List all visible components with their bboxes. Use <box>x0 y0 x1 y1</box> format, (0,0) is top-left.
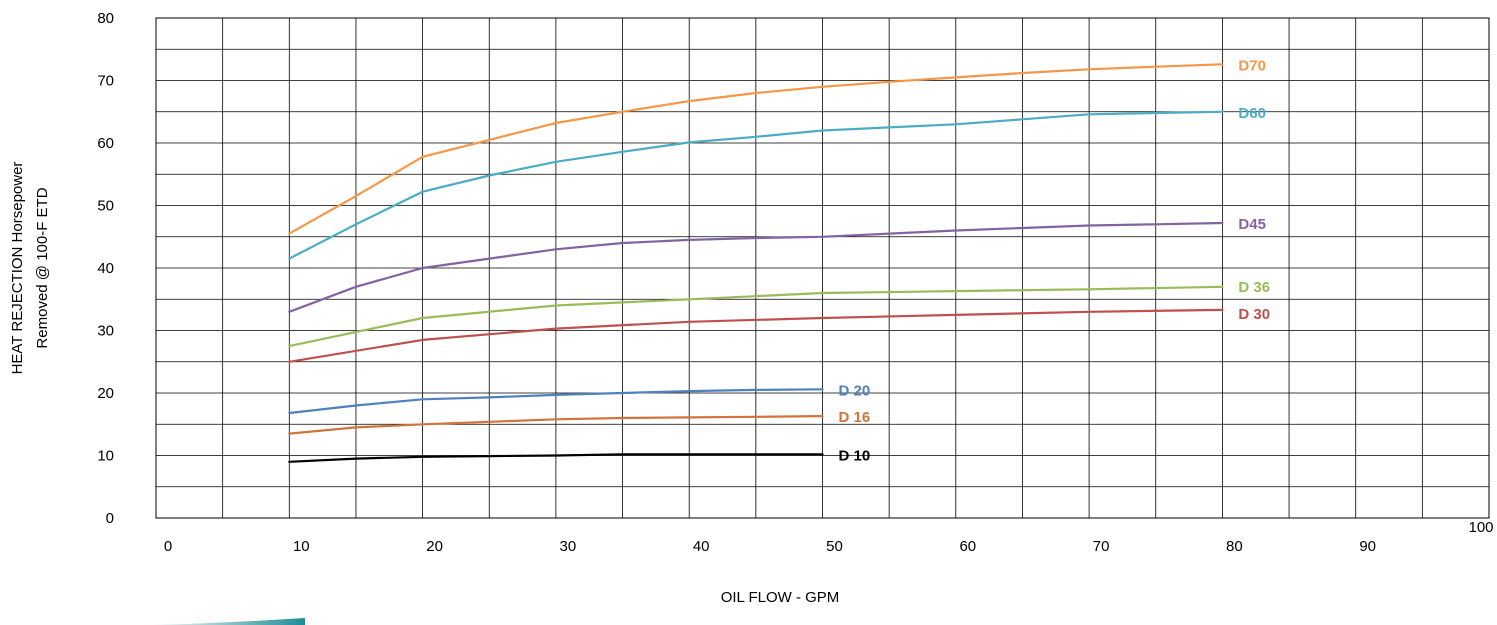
series-line-d70 <box>288 63 1224 235</box>
y-tick-label: 30 <box>97 323 114 340</box>
series-line-d36 <box>288 285 1224 348</box>
x-tick-label: 40 <box>693 538 710 555</box>
y-tick-label: 40 <box>97 260 114 277</box>
x-tick-label: 70 <box>1093 538 1110 555</box>
y-tick-label: 70 <box>97 73 114 90</box>
y-tick-label: 10 <box>97 448 114 465</box>
series-label-d45: D45 <box>1238 216 1266 233</box>
series-label-d16: D 16 <box>839 409 871 426</box>
x-tick-label: 90 <box>1359 538 1376 555</box>
y-tick-label: 80 <box>97 10 114 27</box>
grid <box>156 18 1489 518</box>
series-label-d36: D 36 <box>1238 279 1270 296</box>
x-axis-title: OIL FLOW - GPM <box>721 589 840 606</box>
series-label-d60: D60 <box>1238 105 1266 122</box>
plot-area <box>155 17 1490 519</box>
x-tick-label: 30 <box>560 538 577 555</box>
logo-swoosh <box>145 618 305 625</box>
y-tick-label: 60 <box>97 135 114 152</box>
series-line-d10 <box>288 453 824 463</box>
x-tick-label: 100 <box>1468 519 1493 536</box>
series-labels: D70 D60 D45 D 36 D 30 D 20 D 16 D 10 <box>839 57 1271 464</box>
series-line-d20 <box>288 388 824 415</box>
x-tick-label: 80 <box>1226 538 1243 555</box>
series-label-d10: D 10 <box>839 447 871 464</box>
series-line-d45 <box>288 221 1224 313</box>
series-line-d16 <box>288 415 824 435</box>
x-axis-ticks: 0 10 20 30 40 50 60 70 80 90 100 <box>164 519 1494 555</box>
y-axis-title-line2: Removed @ 100-F ETD <box>34 187 51 348</box>
y-tick-label: 20 <box>97 385 114 402</box>
y-tick-label: 50 <box>97 198 114 215</box>
x-tick-label: 20 <box>426 538 443 555</box>
x-tick-label: 50 <box>826 538 843 555</box>
y-axis-title-line1: HEAT REJECTION Horsepower <box>9 162 26 375</box>
series-label-d70: D70 <box>1238 57 1266 74</box>
y-axis-ticks: 0 10 20 30 40 50 60 70 80 <box>97 10 114 527</box>
series-line-d30 <box>288 308 1224 363</box>
x-tick-label: 0 <box>164 538 172 555</box>
series-label-d30: D 30 <box>1238 306 1270 323</box>
y-tick-label: 0 <box>106 510 114 527</box>
series <box>288 63 1224 463</box>
series-line-d60 <box>288 110 1224 260</box>
x-tick-label: 60 <box>959 538 976 555</box>
x-tick-label: 10 <box>293 538 310 555</box>
series-label-d20: D 20 <box>839 382 871 399</box>
